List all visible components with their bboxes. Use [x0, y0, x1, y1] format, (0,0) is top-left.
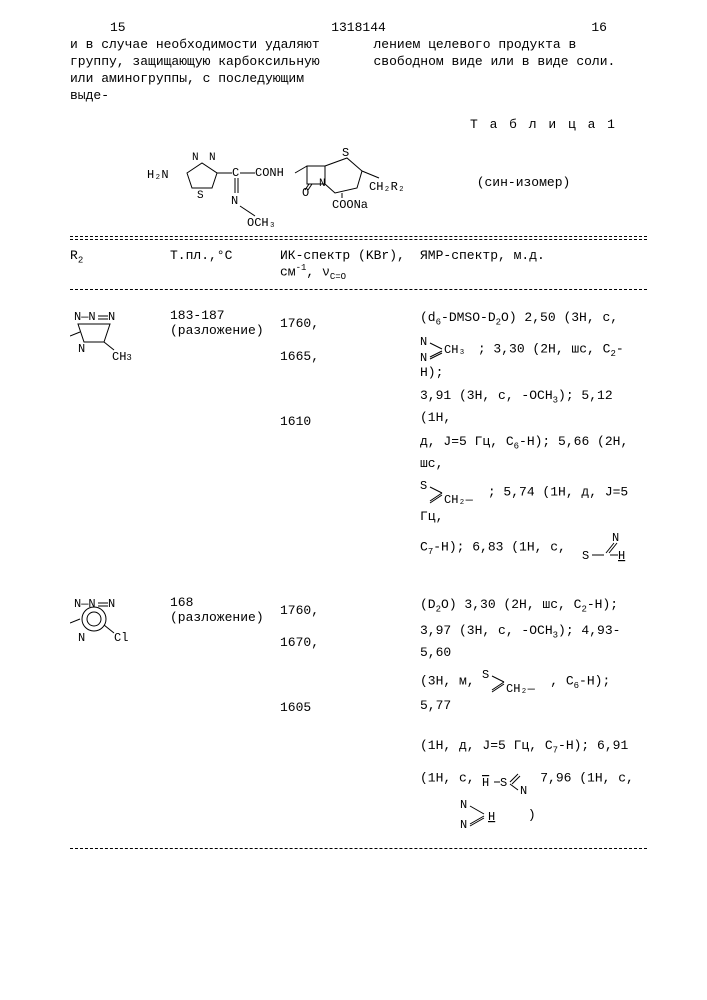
svg-text:N: N [108, 310, 115, 324]
svg-text:N: N [192, 152, 199, 164]
h-s-n-fragment-icon: H S N [482, 762, 532, 794]
table-header-row: R2 Т.пл.,°С ИК-спектр (KBr), см-1, νC=O … [70, 242, 647, 288]
svg-text:N: N [420, 351, 427, 363]
cell-ir: 1760, 1670, 1605 [280, 595, 420, 725]
n-n-h-fragment-icon: N N H [460, 798, 520, 832]
cell-r2: N—N N N Cl [70, 595, 170, 650]
svg-text:N: N [460, 798, 467, 812]
svg-text:S: S [482, 668, 489, 682]
svg-text:CH₂—: CH₂— [444, 493, 474, 507]
body-text-columns: и в случае необходимости удаляют группу,… [70, 37, 647, 105]
svg-text:CH₂R₂: CH₂R₂ [369, 180, 405, 194]
svg-text:H: H [488, 810, 495, 824]
svg-text:S: S [420, 479, 427, 493]
svg-text:C: C [232, 166, 239, 180]
table-row: N—N N N Cl 168 (разложение) 1760, 1670, … [70, 567, 647, 836]
svg-text:N: N [231, 194, 238, 208]
table-rule-bottom [70, 848, 647, 849]
svg-text:CH₂—: CH₂— [506, 682, 536, 696]
svg-text:N—N: N—N [74, 310, 96, 324]
table-row: N—N N N CH3 183-187 (разложение) 1760, 1… [70, 292, 647, 566]
right-column-text: лением целевого продукта в свободном вид… [374, 37, 648, 105]
table-rule-top [70, 236, 647, 237]
svg-text:S: S [500, 776, 507, 790]
svg-text:CONH: CONH [255, 166, 284, 180]
cell-mp: 183-187 (разложение) [170, 308, 280, 338]
page-header: 15 1318144 16 [70, 20, 647, 35]
document-number: 1318144 [331, 20, 386, 35]
th-nmr: ЯМР-спектр, м.д. [420, 248, 647, 282]
svg-text:N: N [78, 631, 85, 645]
cell-ir: 1760, 1665, 1610 [280, 308, 420, 438]
cell-nmr: (D2O) 3,30 (2H, шс, C2-H); 3,97 (3H, c, … [420, 595, 647, 836]
cell-r2: N—N N N CH3 [70, 308, 170, 363]
svg-text:H: H [618, 549, 625, 563]
svg-text:O: O [302, 186, 309, 200]
cell-mp: 168 (разложение) [170, 595, 280, 625]
table-rule-header [70, 289, 647, 290]
s-n-h-fragment-icon: N S H [582, 531, 638, 563]
table-title: Т а б л и ц а 1 [70, 117, 617, 132]
triazole-cl-structure: N—N N N Cl [70, 595, 150, 650]
svg-text:N: N [460, 818, 467, 832]
cell-nmr: (d6-DMSO-D2O) 2,50 (3H, c, N N CH₃ ; 3,3… [420, 308, 647, 566]
syn-isomer-label: (син-изомер) [477, 175, 571, 190]
chemical-structure-main: H₂N N N S C CONH N OCH₃ O N S [147, 138, 447, 228]
n-ch3-fragment-icon: N N CH₃ [420, 335, 470, 363]
page-number-right: 16 [591, 20, 607, 35]
svg-text:OCH₃: OCH₃ [247, 216, 276, 228]
svg-text:N—N: N—N [74, 597, 96, 611]
svg-text:N: N [612, 531, 619, 545]
th-r2: R2 [70, 248, 170, 282]
svg-text:N: N [520, 784, 527, 794]
svg-text:N: N [108, 597, 115, 611]
svg-text:N: N [209, 152, 216, 164]
svg-text:CH₃: CH₃ [444, 343, 466, 357]
s-ch2-fragment-icon: S CH₂— [420, 477, 480, 507]
svg-text:N: N [420, 335, 427, 349]
page-number-left: 15 [110, 20, 126, 35]
svg-text:S: S [582, 549, 589, 563]
svg-text:H₂N: H₂N [147, 168, 169, 182]
main-structure-row: H₂N N N S C CONH N OCH₃ O N S [70, 138, 647, 228]
svg-text:COONa: COONa [332, 198, 368, 212]
triazole-ch3-structure: N—N N N CH3 [70, 308, 150, 363]
s-ch2-fragment-icon: S CH₂— [482, 666, 542, 696]
svg-text:Cl: Cl [114, 631, 128, 645]
th-ir: ИК-спектр (KBr), см-1, νC=O [280, 248, 420, 282]
table-rule-top2 [70, 239, 647, 240]
svg-text:S: S [342, 146, 349, 160]
svg-text:H: H [482, 776, 489, 790]
svg-text:CH3: CH3 [112, 350, 132, 363]
svg-text:S: S [197, 190, 204, 202]
th-mp: Т.пл.,°С [170, 248, 280, 282]
left-column-text: и в случае необходимости удаляют группу,… [70, 37, 344, 105]
svg-text:N: N [78, 342, 85, 356]
